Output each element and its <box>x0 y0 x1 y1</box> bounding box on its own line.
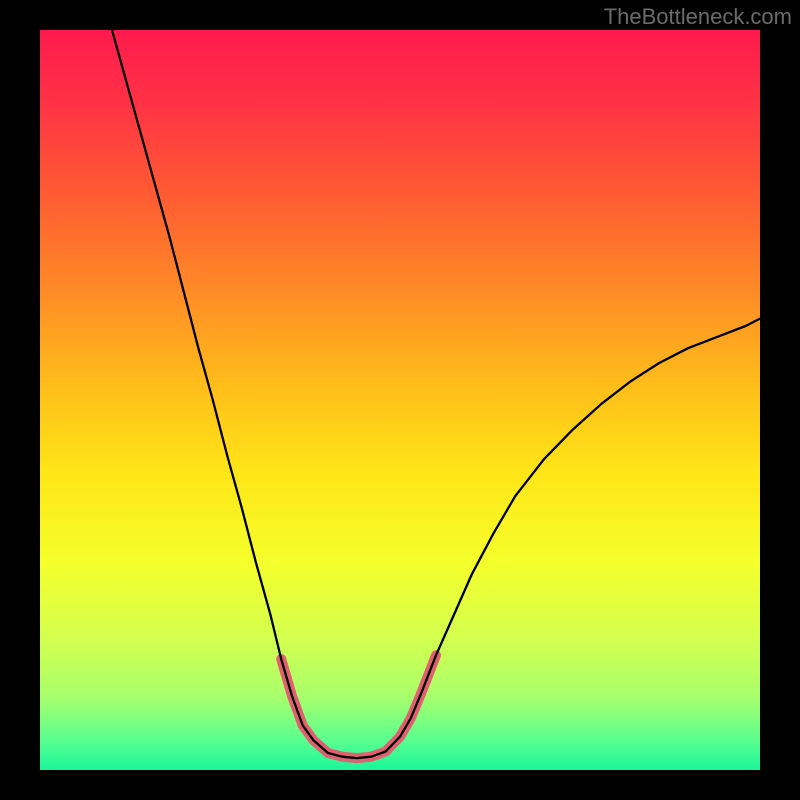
gradient-background <box>40 30 760 770</box>
chart-container: TheBottleneck.com <box>0 0 800 800</box>
attribution-label: TheBottleneck.com <box>604 4 792 30</box>
plot-area <box>40 30 760 770</box>
